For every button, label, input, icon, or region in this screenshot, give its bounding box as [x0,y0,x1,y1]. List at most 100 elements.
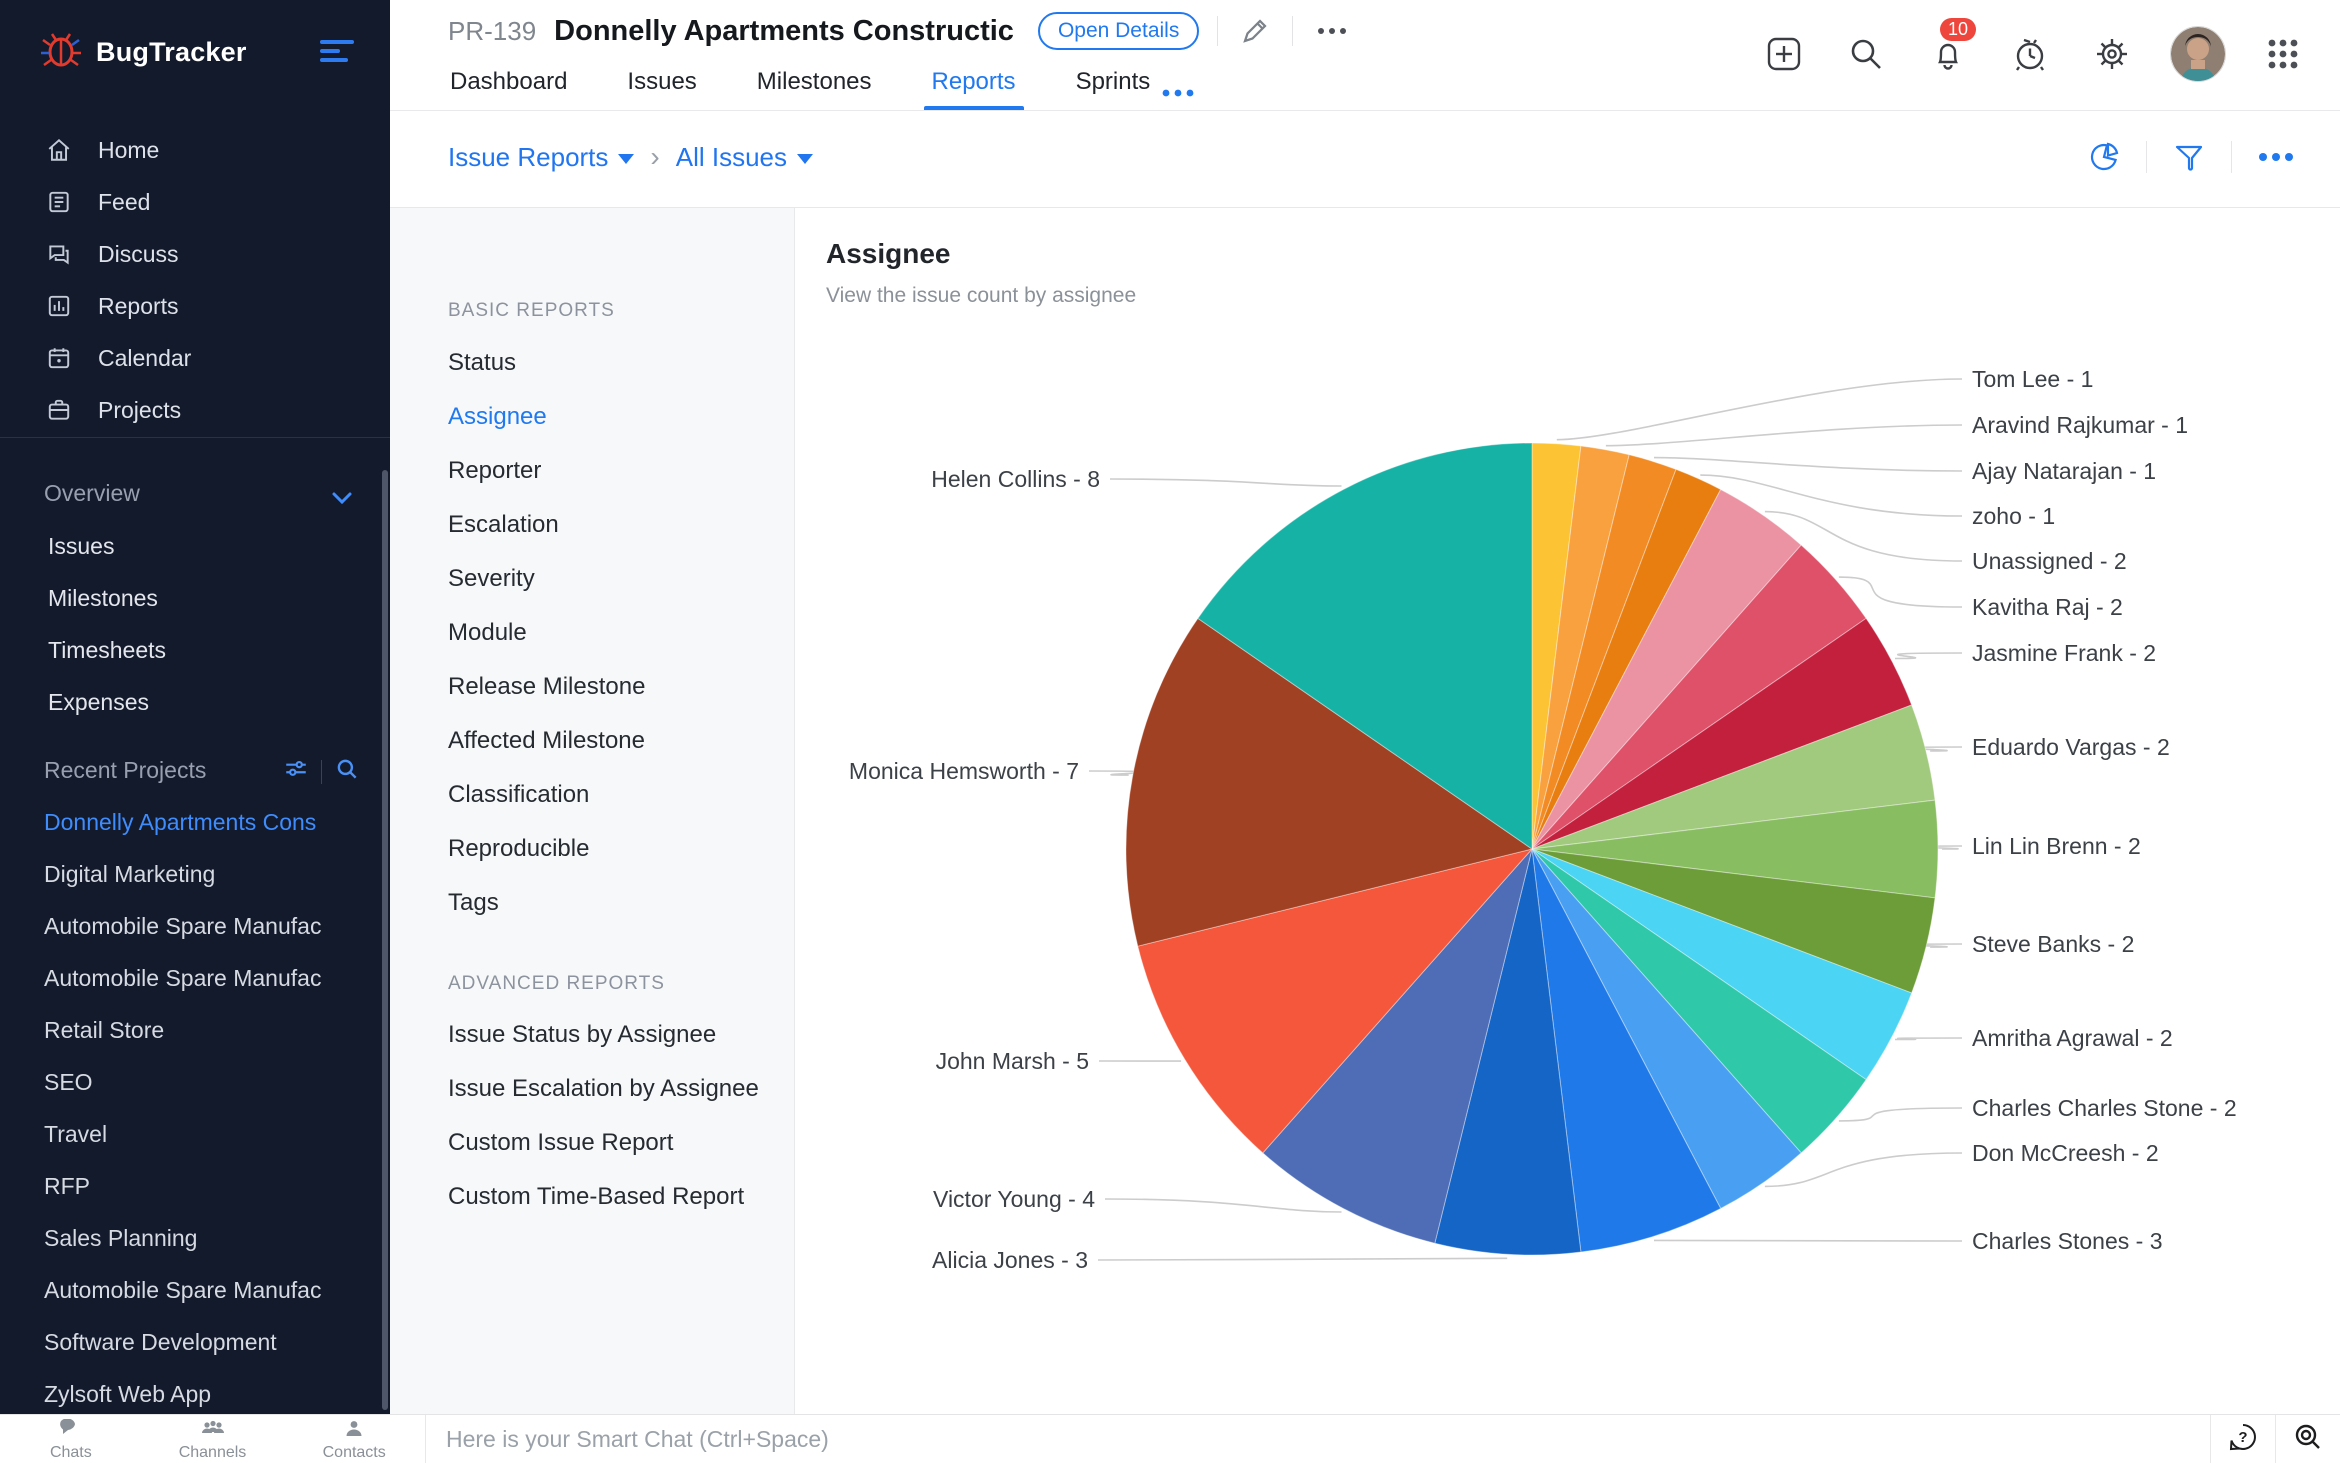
pie-slice-zoho[interactable] [1531,468,1722,850]
brand[interactable]: BugTracker [40,29,247,76]
notifications-bell-icon[interactable]: 10 [1924,18,1977,78]
report-list-item[interactable]: Module [390,606,795,660]
sidebar-project-item[interactable]: Automobile Spare Manufac [0,900,390,952]
sidebar-item-calendar[interactable]: Calendar [0,332,390,384]
pie-slice-don-mccreesh[interactable] [1531,848,1802,1210]
report-list-item[interactable]: Issue Escalation by Assignee [390,1062,795,1116]
pie-label-amritha-agrawal: Amritha Agrawal - 2 [1972,1025,2173,1051]
report-list-item[interactable]: Reproducible [390,822,795,876]
smart-chat-input[interactable] [444,1424,2038,1454]
project-more-icon[interactable] [1311,21,1353,41]
pie-slice-alicia-jones[interactable] [1434,848,1582,1256]
report-list-item[interactable]: Classification [390,768,795,822]
sidebar-project-item[interactable]: Software Development [0,1316,390,1368]
report-list-item[interactable]: Reporter [390,444,795,498]
settings-gear-icon[interactable] [2088,30,2136,78]
sidebar-item-feed[interactable]: Feed [0,176,390,228]
sidebar-project-item[interactable]: Donnelly Apartments Cons [0,796,390,848]
tabs-more-icon[interactable] [1160,86,1196,104]
report-list-item[interactable]: Issue Status by Assignee [390,1008,795,1062]
dock-tab-chats[interactable]: Chats [0,1415,142,1463]
sidebar-scrollbar[interactable] [382,470,388,1410]
add-new-icon[interactable] [1760,30,1808,78]
report-list-item[interactable]: Custom Issue Report [390,1116,795,1170]
pie-slice-monica-hemsworth[interactable] [1125,617,1534,947]
report-list-item[interactable]: Status [390,336,795,390]
chart-type-pie-icon[interactable] [2082,135,2126,179]
apps-grid-icon[interactable] [2260,31,2306,77]
pie-slice-unassigned[interactable] [1531,488,1802,850]
pie-slice-lin-lin-brenn[interactable] [1531,799,1939,899]
chats-icon [59,1417,83,1444]
report-list-item[interactable]: Severity [390,552,795,606]
project-tab[interactable]: Issues [625,58,698,110]
report-list-item[interactable]: Assignee [390,390,795,444]
sidebar-project-item[interactable]: Zylsoft Web App [0,1368,390,1420]
help-icon: ? [2228,1422,2258,1457]
pie-slice-aravind-rajkumar[interactable] [1531,445,1630,850]
sidebar-overview-item[interactable]: Issues [0,520,390,572]
zia-search-cell[interactable] [2275,1415,2340,1463]
pie-slice-john-marsh[interactable] [1137,848,1534,1154]
sidebar-project-label: Retail Store [44,1016,165,1043]
breadcrumb-report-view[interactable]: All Issues [676,142,813,173]
project-tab-label: Dashboard [450,68,568,95]
report-actions [2082,135,2300,179]
smart-chat-bar[interactable] [426,1415,2210,1463]
filter-funnel-icon[interactable] [2167,135,2211,179]
edit-pencil-icon[interactable] [1236,12,1274,50]
report-list-item[interactable]: Custom Time-Based Report [390,1170,795,1224]
sidebar-overview-item[interactable]: Timesheets [0,624,390,676]
report-list-item[interactable]: Release Milestone [390,660,795,714]
report-list-item[interactable]: Affected Milestone [390,714,795,768]
help-cell[interactable]: ? [2210,1415,2275,1463]
project-tab[interactable]: Sprints [1074,58,1153,110]
pie-slice-kavitha-raj[interactable] [1531,544,1867,850]
project-tab[interactable]: Reports [923,58,1024,110]
pie-slice-steve-banks[interactable] [1531,848,1936,994]
project-search-icon[interactable] [334,756,360,788]
project-filter-sliders-icon[interactable] [283,756,309,788]
pie-slice-helen-collins[interactable] [1197,442,1533,850]
sidebar-item-projects[interactable]: Projects [0,384,390,436]
report-more-icon[interactable] [2252,146,2300,168]
sidebar-item-reports[interactable]: Reports [0,280,390,332]
divider [1217,16,1219,46]
pie-slice-jasmine-frank[interactable] [1531,617,1913,850]
sidebar-item-home[interactable]: Home [0,124,390,176]
pie-slice-ajay-natarajan[interactable] [1531,454,1677,850]
project-tab[interactable]: Milestones [755,58,874,110]
dock-tab-contacts[interactable]: Contacts [283,1415,425,1463]
sidebar-project-item[interactable]: Automobile Spare Manufac [0,952,390,1004]
pie-slice-eduardo-vargas[interactable] [1531,704,1936,850]
basic-reports-list: Status Assignee Reporter Escalation [390,336,795,930]
dock-tab-channels[interactable]: Channels [142,1415,284,1463]
sidebar-item-discuss[interactable]: Discuss [0,228,390,280]
pie-slice-amritha-agrawal[interactable] [1531,848,1913,1081]
project-tab[interactable]: Dashboard [448,58,569,110]
sidebar-project-label: Software Development [44,1328,277,1355]
pie-slice-charles-stones[interactable] [1531,848,1722,1253]
report-list-item[interactable]: Tags [390,876,795,930]
sidebar-project-item[interactable]: Automobile Spare Manufac [0,1264,390,1316]
sidebar-overview-item[interactable]: Milestones [0,572,390,624]
search-icon[interactable] [1842,30,1890,78]
report-list-item[interactable]: Escalation [390,498,795,552]
breadcrumb-report-group[interactable]: Issue Reports [448,142,635,173]
pie-slice-victor-young[interactable] [1262,848,1533,1244]
sidebar-project-item[interactable]: RFP [0,1160,390,1212]
sidebar-overview-item[interactable]: Expenses [0,676,390,728]
sidebar-project-item[interactable]: SEO [0,1056,390,1108]
pie-slice-tom-lee[interactable] [1531,442,1582,850]
sidebar-project-item[interactable]: Sales Planning [0,1212,390,1264]
sidebar-project-item[interactable]: Travel [0,1108,390,1160]
pie-slice-charles-charles-stone[interactable] [1531,848,1867,1154]
user-avatar[interactable] [2170,26,2226,82]
sidebar-project-item[interactable]: Retail Store [0,1004,390,1056]
sidebar-project-item[interactable]: Digital Marketing [0,848,390,900]
sidebar-section-overview[interactable]: Overview [0,467,390,519]
timer-icon[interactable] [2006,30,2054,78]
sidebar-collapse-button[interactable] [320,40,356,66]
open-details-button[interactable]: Open Details [1037,12,1200,50]
